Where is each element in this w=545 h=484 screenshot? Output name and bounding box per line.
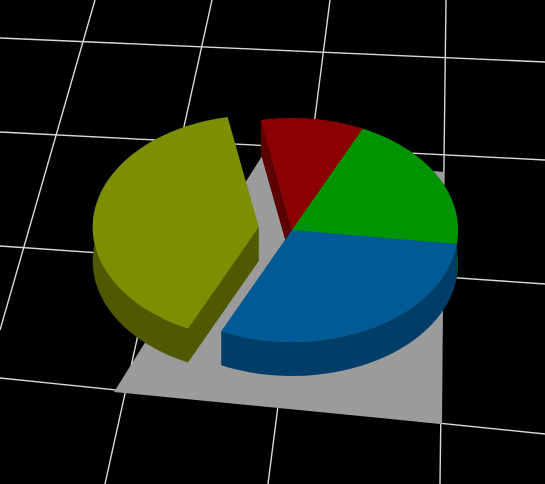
- pie-slice-4-wall: [188, 227, 259, 363]
- pie-slice-1: [260, 118, 363, 230]
- pie-slice-4: [92, 117, 259, 329]
- pie-slice-3: [221, 230, 457, 342]
- grid-line: [0, 0, 96, 331]
- slice-tops-group: [92, 117, 458, 342]
- pie-slice-3-rim: [221, 244, 457, 376]
- pie-slice-2: [292, 128, 458, 244]
- pie-slice-1-wall: [260, 120, 292, 264]
- grid-line: [0, 37, 545, 63]
